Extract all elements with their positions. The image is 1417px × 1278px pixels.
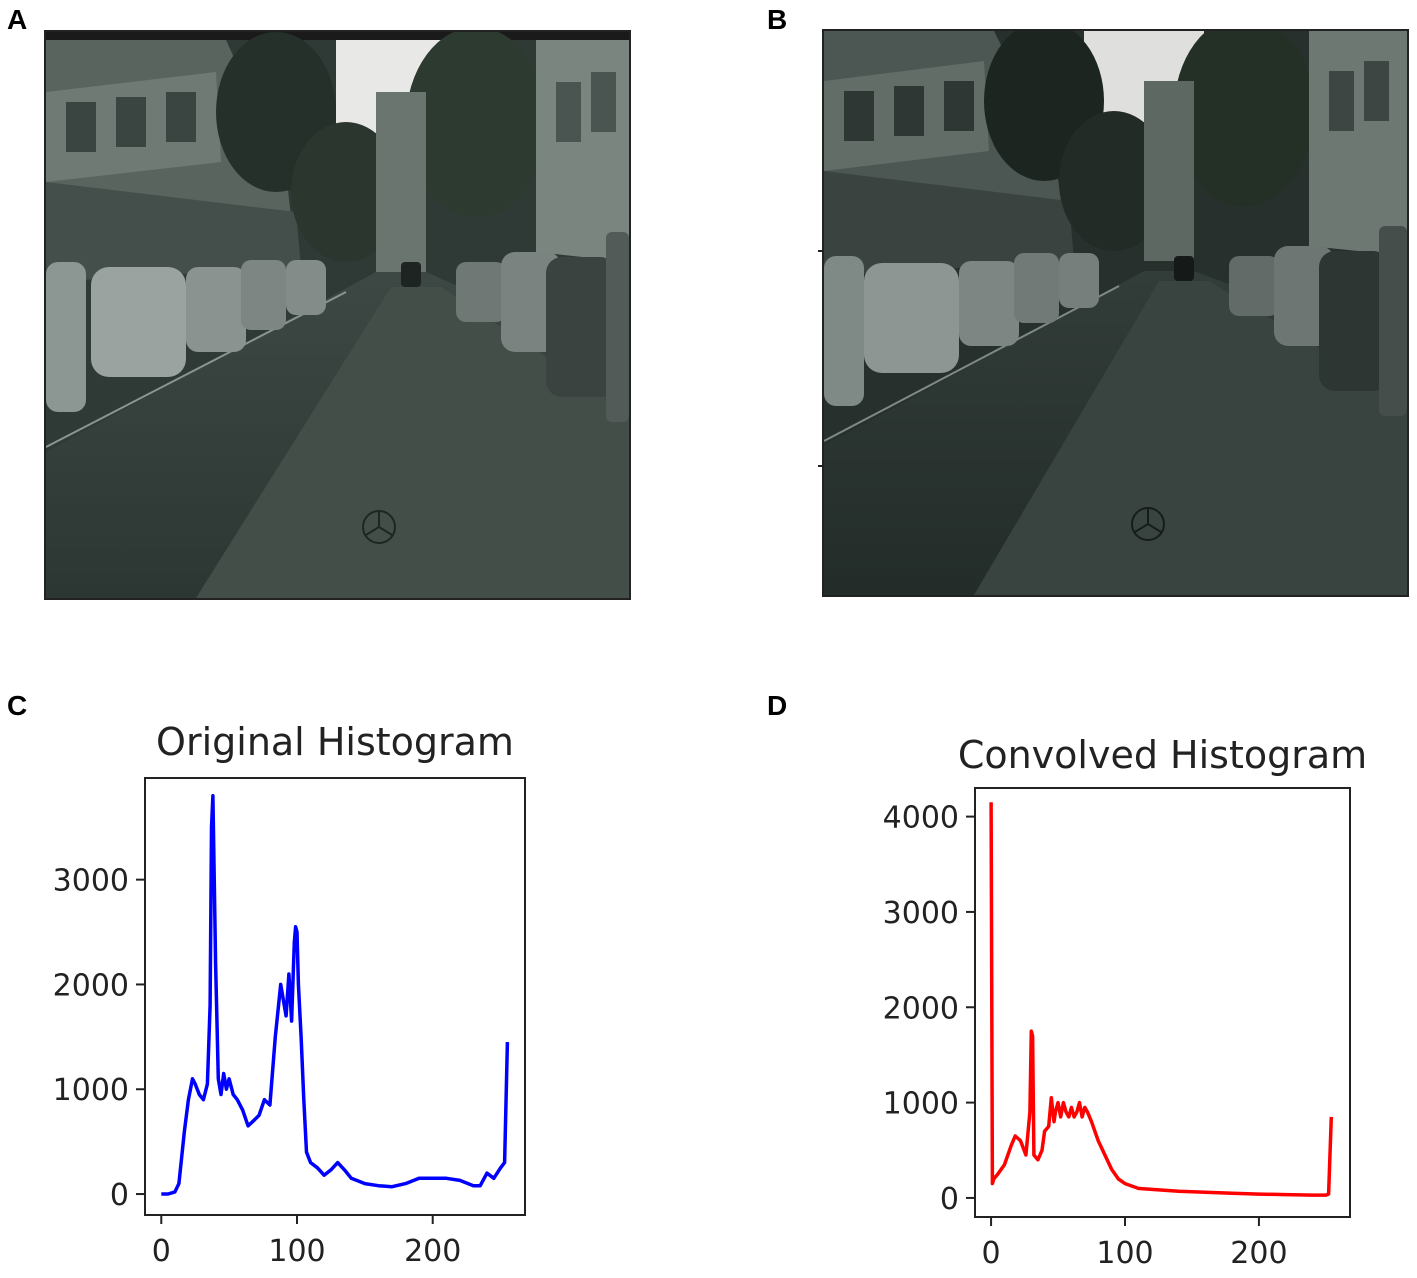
street-scene-drawing — [46, 32, 629, 598]
convolved-x-tick-label: 100 — [1096, 1236, 1153, 1271]
panel-letter-c: C — [7, 690, 28, 721]
original-y-tick-label: 1000 — [53, 1073, 129, 1108]
panel-letter-d: D — [767, 690, 788, 721]
convolved-y-tick-label: 3000 — [883, 896, 959, 931]
panel-letter-b: B — [767, 4, 788, 35]
convolved-x-tick-label: 200 — [1230, 1236, 1287, 1271]
original-y-tick-label: 0 — [110, 1178, 129, 1213]
original-street-image — [44, 30, 631, 600]
original-x-tick-label: 0 — [152, 1234, 171, 1269]
convolved-chart-title: Convolved Histogram — [958, 733, 1367, 777]
convolved-y-tick-label: 4000 — [883, 801, 959, 836]
convolved-street-image — [822, 29, 1409, 597]
panel-letter-a: A — [7, 4, 28, 35]
original-x-tick-label: 100 — [268, 1234, 325, 1269]
original-plot-frame — [144, 777, 526, 1216]
original-x-tick-label: 200 — [404, 1234, 461, 1269]
convolved-plot-frame — [974, 787, 1351, 1218]
original-chart-title: Original Histogram — [156, 720, 514, 764]
original-y-tick-label: 2000 — [53, 968, 129, 1003]
street-scene-drawing — [824, 31, 1407, 595]
original-histogram-line — [161, 794, 510, 1196]
image-b-tick — [818, 465, 823, 467]
image-b-tick — [818, 250, 823, 252]
convolved-y-tick-label: 1000 — [883, 1087, 959, 1122]
convolved-histogram-line — [989, 802, 1334, 1197]
original-y-tick-label: 3000 — [53, 864, 129, 899]
convolved-y-tick-label: 0 — [940, 1182, 959, 1217]
convolved-x-tick-label: 0 — [982, 1236, 1001, 1271]
convolved-y-tick-label: 2000 — [883, 991, 959, 1026]
